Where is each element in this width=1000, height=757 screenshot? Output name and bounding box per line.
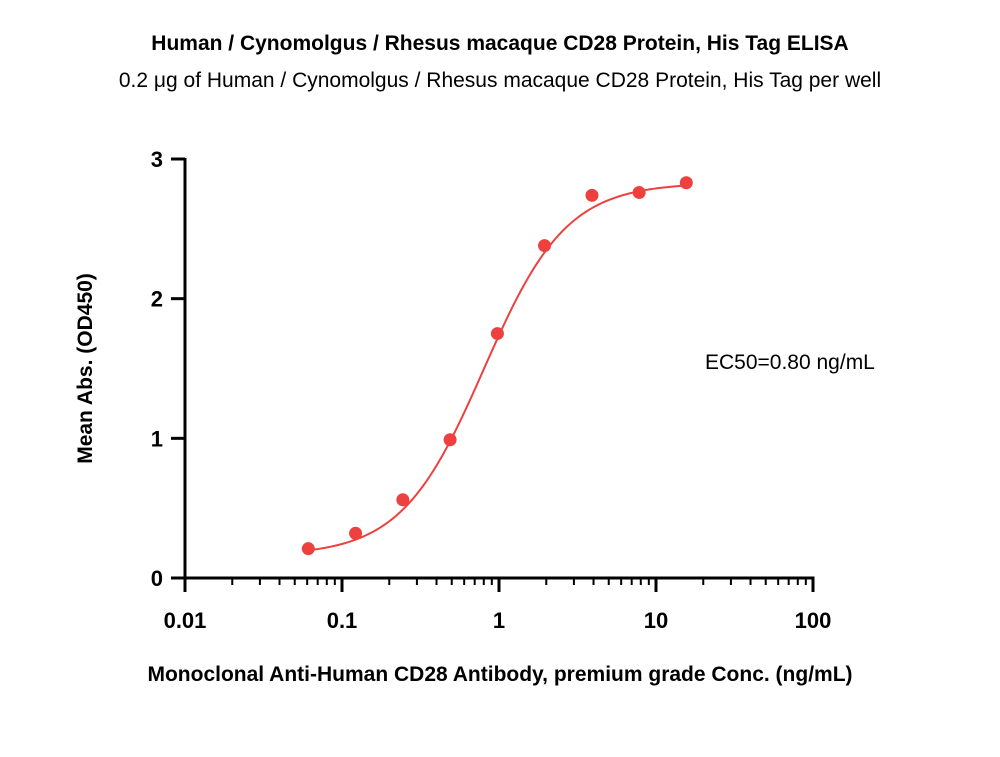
x-ticks: 0.01 0.1 1 10 100 [164,578,832,633]
y-ticks: 0 1 2 3 [151,147,185,591]
data-point [396,493,410,507]
ec50-annotation: EC50=0.80 ng/mL [705,351,875,374]
x-axis-label: Monoclonal Anti-Human CD28 Antibody, pre… [147,663,852,686]
x-tick-label: 0.1 [327,608,358,633]
data-points [301,176,693,556]
x-tick-label: 0.01 [164,608,207,633]
data-point [301,542,315,556]
y-tick-label: 2 [151,287,163,312]
y-axis-label: Mean Abs. (OD450) [74,273,97,464]
x-tick-label: 1 [493,608,505,633]
y-tick-label: 0 [151,566,163,591]
data-point [443,433,457,447]
data-point [490,327,504,341]
y-tick-label: 3 [151,147,163,172]
x-tick-label: 10 [644,608,668,633]
chart-subtitle: 0.2 μg of Human / Cynomolgus / Rhesus ma… [118,69,882,92]
fit-curve [308,184,687,552]
data-point [538,239,552,253]
x-tick-label: 100 [795,608,832,633]
data-point [585,188,599,202]
y-tick-label: 1 [151,426,163,451]
data-point [349,526,363,540]
chart-title: Human / Cynomolgus / Rhesus macaque CD28… [151,32,849,55]
data-point [679,176,693,190]
data-point [632,186,646,200]
